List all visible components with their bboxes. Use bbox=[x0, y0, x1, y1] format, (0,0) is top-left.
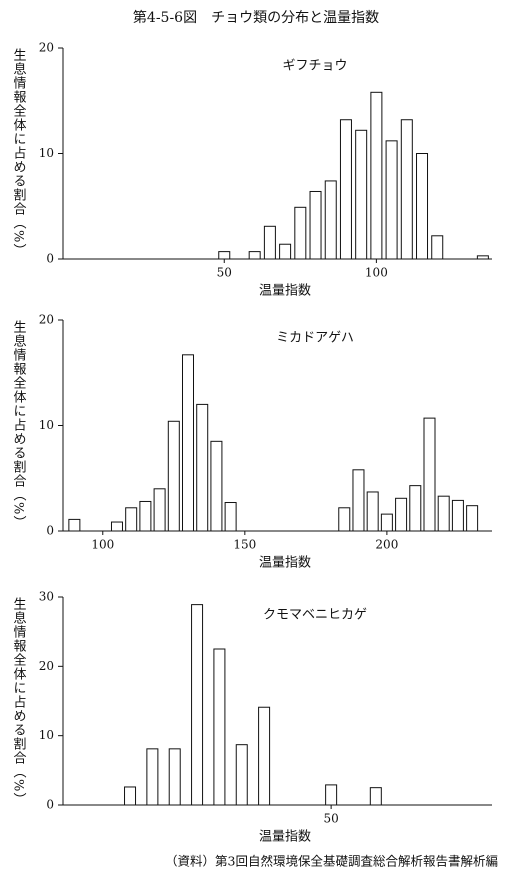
y-axis-label: 生息情報全体に占める割合（%） bbox=[11, 597, 27, 806]
panel-title: ギフチョウ bbox=[282, 59, 347, 74]
bar bbox=[235, 744, 248, 806]
bar bbox=[423, 417, 436, 532]
y-tick-label: 0 bbox=[46, 252, 54, 266]
bar bbox=[339, 119, 352, 260]
bar bbox=[437, 495, 450, 532]
bar bbox=[191, 604, 204, 806]
x-axis-label: 温量指数 bbox=[259, 830, 311, 845]
bar bbox=[476, 255, 489, 260]
bar bbox=[369, 787, 382, 806]
x-tick-label: 150 bbox=[233, 538, 256, 552]
bar bbox=[325, 784, 338, 806]
bar bbox=[324, 180, 337, 260]
source-note: （資料）第3回自然環境保全基礎調査総合解析報告書解析編 bbox=[165, 854, 498, 869]
y-axis-label: 生息情報全体に占める割合（%） bbox=[11, 48, 27, 257]
bar bbox=[279, 243, 292, 260]
x-axis-label: 温量指数 bbox=[259, 284, 311, 299]
bar bbox=[258, 706, 271, 806]
bar bbox=[366, 491, 379, 532]
x-tick-label: 100 bbox=[91, 538, 114, 552]
bar bbox=[168, 748, 181, 806]
bar bbox=[338, 507, 351, 532]
panel-title: ミカドアゲハ bbox=[276, 331, 354, 346]
bar bbox=[124, 786, 137, 806]
bar bbox=[218, 251, 231, 260]
bar bbox=[68, 518, 81, 532]
bar bbox=[352, 469, 365, 532]
bar bbox=[451, 499, 464, 532]
bar bbox=[395, 497, 408, 532]
bar bbox=[125, 507, 138, 532]
y-tick-label: 20 bbox=[39, 313, 54, 327]
bar bbox=[309, 190, 322, 260]
bar bbox=[380, 513, 393, 532]
bar bbox=[431, 235, 444, 260]
x-axis-label: 温量指数 bbox=[259, 556, 311, 571]
x-tick-label: 50 bbox=[323, 812, 338, 826]
y-tick-label: 0 bbox=[46, 524, 54, 538]
y-tick-label: 10 bbox=[39, 418, 54, 432]
bar bbox=[294, 206, 307, 260]
y-tick-label: 30 bbox=[39, 590, 54, 604]
bar bbox=[167, 420, 180, 532]
y-tick-label: 0 bbox=[46, 798, 54, 812]
bar bbox=[146, 748, 159, 806]
bar bbox=[248, 251, 261, 260]
x-tick-label: 200 bbox=[375, 538, 398, 552]
bar bbox=[210, 440, 223, 532]
bar bbox=[370, 91, 383, 260]
figure-title: 第4-5-6図 チョウ類の分布と温量指数 bbox=[133, 9, 379, 26]
bar bbox=[213, 648, 226, 806]
y-axis-label: 生息情報全体に占める割合（%） bbox=[11, 320, 27, 529]
bar bbox=[355, 129, 368, 260]
panel-title: クモマベニヒカゲ bbox=[263, 608, 367, 623]
y-tick-label: 20 bbox=[39, 659, 54, 673]
bar bbox=[263, 225, 276, 260]
bar bbox=[153, 488, 166, 532]
bar bbox=[182, 354, 195, 532]
bar bbox=[139, 500, 152, 532]
bar bbox=[224, 502, 237, 532]
bar bbox=[385, 140, 398, 260]
bar bbox=[400, 119, 413, 260]
bar bbox=[196, 403, 209, 532]
y-tick-label: 10 bbox=[39, 146, 54, 160]
x-tick-label: 50 bbox=[217, 266, 232, 280]
y-tick-label: 10 bbox=[39, 728, 54, 742]
bar bbox=[466, 505, 479, 532]
bar bbox=[110, 521, 123, 532]
bar bbox=[409, 485, 422, 532]
bar bbox=[416, 153, 429, 260]
x-tick-label: 100 bbox=[365, 266, 388, 280]
y-tick-label: 20 bbox=[39, 41, 54, 55]
